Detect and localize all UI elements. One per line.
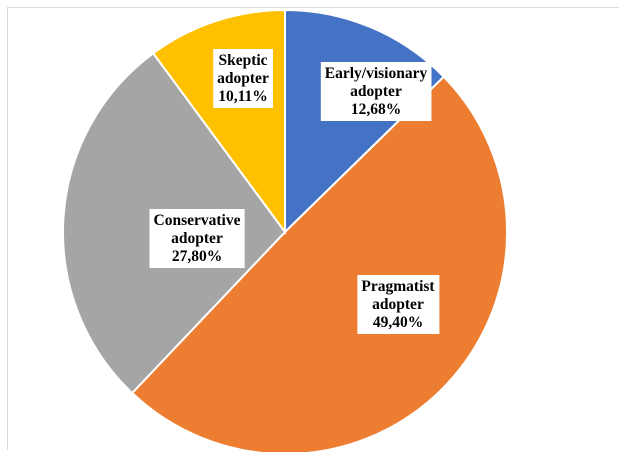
data-label-line: Skeptic xyxy=(218,52,267,69)
data-label-line: adopter xyxy=(171,230,223,247)
labels-layer: Early/visionaryadopter12,68%Pragmatistad… xyxy=(149,49,440,334)
data-label-line: Conservative xyxy=(154,212,241,229)
data-label-line: 12,68% xyxy=(351,101,401,118)
data-label-line: adopter xyxy=(350,83,402,100)
data-label-line: 49,40% xyxy=(373,314,423,331)
data-label-box-0 xyxy=(320,62,432,121)
data-label-line: 10,11% xyxy=(218,88,268,105)
data-label-line: adopter xyxy=(217,70,269,87)
data-label-box-1 xyxy=(357,275,440,334)
data-label-line: Pragmatist xyxy=(361,278,435,295)
data-label-line: Early/visionary xyxy=(325,65,428,82)
slices-layer xyxy=(62,8,509,452)
pie-slice-1 xyxy=(130,75,509,452)
data-label-box-2 xyxy=(149,209,245,268)
data-label-box-3 xyxy=(213,49,273,108)
data-label-line: 27,80% xyxy=(172,248,222,265)
data-label-line: adopter xyxy=(372,296,424,313)
